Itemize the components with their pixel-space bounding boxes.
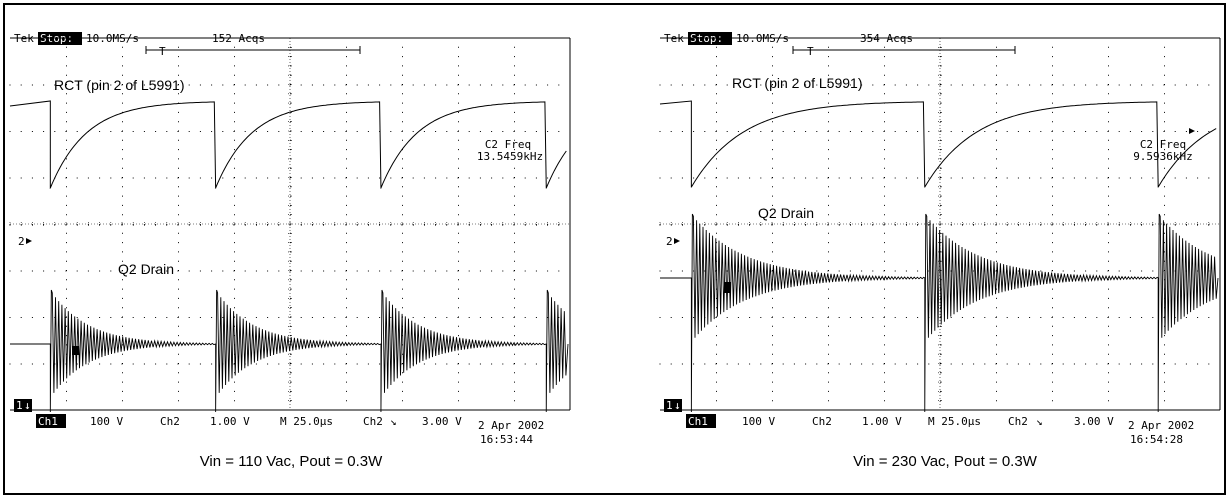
rct-waveform <box>659 100 1217 188</box>
trigger-source: Ch2 <box>363 415 383 428</box>
ch1-tag-bg <box>36 414 66 428</box>
ch1-tag: Ch1 <box>688 415 708 428</box>
capture-time: 16:54:28 <box>1130 433 1183 446</box>
q2-drain-waveform <box>660 213 1219 413</box>
graticule-2 <box>659 37 1221 411</box>
ch2-tag: Ch2 <box>812 415 832 428</box>
caption: Vin = 110 Vac, Pout = 0.3W <box>200 453 383 470</box>
record-bracket <box>145 46 361 54</box>
ch1-ground-marker <box>724 282 731 293</box>
trigger-source: Ch2 <box>1008 415 1028 428</box>
ch2-offscreen-arrow <box>1189 128 1195 134</box>
ch2-marker: 2 <box>666 235 673 248</box>
grid-dots <box>659 37 1210 402</box>
trigger-level: 3.00 V <box>1074 415 1114 428</box>
ch2-marker-arrow <box>26 238 32 244</box>
rct-trace-label: RCT (pin 2 of L5991) <box>54 77 184 93</box>
ch1-tag-bg <box>686 414 716 428</box>
ch1-marker-arrow: ↓ <box>24 399 31 412</box>
capture-time: 16:53:44 <box>480 433 533 446</box>
ch1-marker: 1 <box>16 399 23 412</box>
q2-drain-trace-label: Q2 Drain <box>118 261 174 277</box>
rct-trace-label: RCT (pin 2 of L5991) <box>732 75 862 91</box>
scope-panel-1: Tek Stop: 10.0MS/s 152 Acqs T RCT (pin 2… <box>9 32 571 470</box>
ch1-scale: 100 V <box>90 415 123 428</box>
scope-panel-2: Tek Stop: 10.0MS/s 354 Acqs T RCT (pin 2… <box>659 32 1221 470</box>
ch1-marker-bg <box>664 399 682 412</box>
measurement-label: C2 Freq <box>485 138 531 151</box>
ch1-marker: 1 <box>666 399 673 412</box>
figure-frame <box>3 3 1226 495</box>
measurement-value: 13.5459kHz <box>477 150 543 163</box>
capture-date: 2 Apr 2002 <box>478 419 544 432</box>
center-crosshair <box>9 37 571 410</box>
timebase: M 25.0µs <box>280 415 333 428</box>
measurement-value: 9.5936kHz <box>1133 150 1193 163</box>
trigger-slope-icon: ↘ <box>1036 415 1043 428</box>
trigger-level: 3.00 V <box>422 415 462 428</box>
ch2-tag: Ch2 <box>160 415 180 428</box>
ch2-marker-arrow <box>674 238 680 244</box>
q2-drain-trace-label: Q2 Drain <box>758 205 814 221</box>
ch2-marker: 2 <box>18 235 25 248</box>
caption: Vin = 230 Vac, Pout = 0.3W <box>853 453 1038 470</box>
capture-date: 2 Apr 2002 <box>1128 419 1194 432</box>
timebase: M 25.0µs <box>928 415 981 428</box>
ch2-scale: 1.00 V <box>862 415 902 428</box>
ch1-ground-marker <box>72 346 79 355</box>
center-crosshair <box>659 37 1220 410</box>
ch1-marker-bg <box>14 399 32 412</box>
trigger-position-mark: T <box>807 45 814 58</box>
trigger-slope-icon: ↘ <box>390 415 397 428</box>
measurement-label: C2 Freq <box>1140 138 1186 151</box>
rct-waveform <box>9 100 567 189</box>
ch1-scale: 100 V <box>742 415 775 428</box>
record-bracket <box>792 46 1016 54</box>
trigger-position-mark: T <box>159 45 166 58</box>
q2-drain-waveform <box>10 289 569 413</box>
ch1-tag: Ch1 <box>38 415 58 428</box>
ch1-marker-arrow: ↓ <box>674 399 681 412</box>
grid-dots <box>9 37 571 402</box>
graticule-1 <box>9 37 571 411</box>
ch2-scale: 1.00 V <box>210 415 250 428</box>
